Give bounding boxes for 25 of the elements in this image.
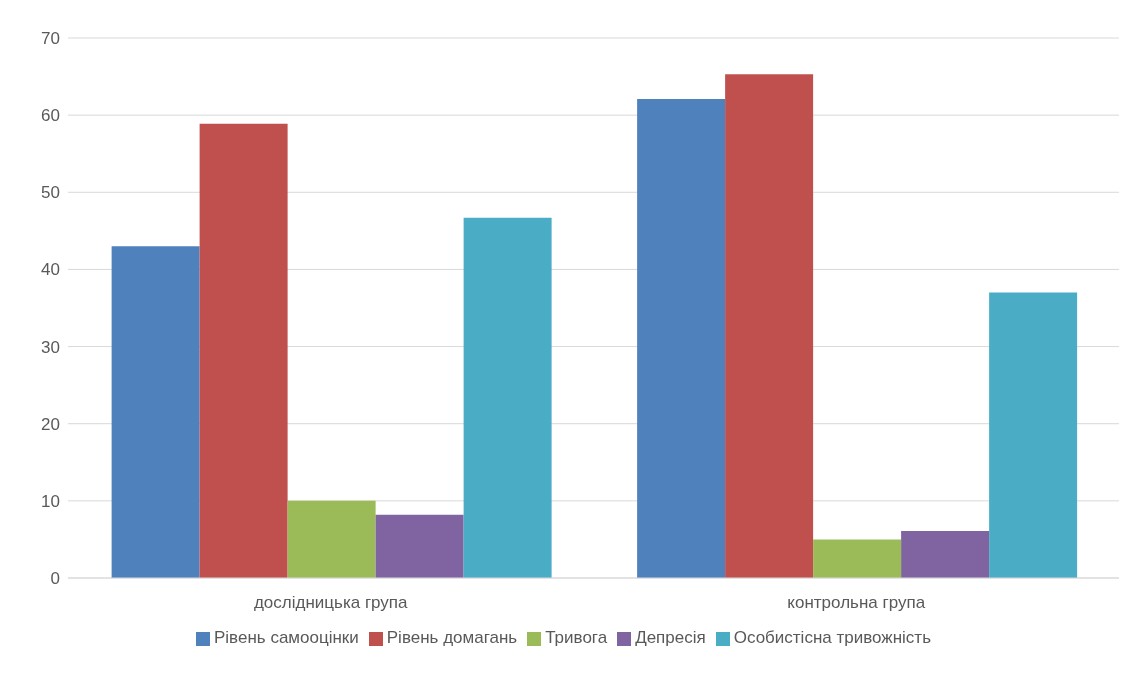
y-tick-label: 30 — [41, 337, 60, 357]
y-tick-label: 50 — [41, 183, 60, 203]
bar — [199, 123, 288, 578]
bar — [725, 74, 814, 578]
legend-label: Рівень домагань — [386, 628, 518, 647]
y-tick-label: 0 — [50, 569, 60, 589]
bar — [463, 217, 552, 578]
legend-label: Депресія — [635, 628, 706, 647]
bar — [637, 98, 726, 578]
y-tick-label: 40 — [41, 260, 60, 280]
bar — [287, 500, 376, 578]
legend-label: Особистісна тривожність — [733, 628, 931, 647]
y-tick-label: 60 — [41, 106, 60, 126]
bar — [901, 530, 990, 578]
legend-label: Тривога — [545, 628, 608, 647]
y-tick-label: 20 — [41, 414, 60, 434]
legend-label: Рівень самооцінки — [214, 628, 359, 647]
x-tick-label: дослідницька група — [253, 593, 409, 613]
bar — [375, 514, 464, 578]
bar — [111, 246, 200, 578]
bar — [989, 292, 1078, 578]
y-tick-label: 10 — [41, 491, 60, 511]
x-tick-label: контрольна група — [787, 593, 926, 613]
bar — [813, 539, 902, 578]
y-tick-label: 70 — [41, 29, 60, 49]
